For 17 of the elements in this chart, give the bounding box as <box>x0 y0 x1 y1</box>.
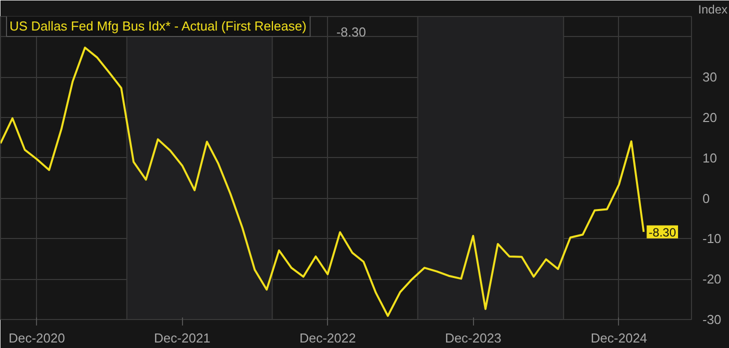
y-tick-label: 0 <box>702 190 710 206</box>
x-tick-label: Dec-2022 <box>299 330 356 346</box>
text: US Dallas Fed Mfg Bus Idx* - Actual (First Release) <box>10 18 306 34</box>
y-tick-label: -10 <box>702 231 722 246</box>
y-tick-label: 20 <box>702 110 717 125</box>
line-series <box>0 46 645 317</box>
y-tick-label: -30 <box>702 312 722 327</box>
annotation: -8.30 <box>336 24 366 40</box>
x-tick-label: Dec-2023 <box>444 330 502 346</box>
y-tick-label: 10 <box>702 150 717 166</box>
y-axis-title: Index <box>698 2 728 16</box>
y-tick-label: -20 <box>702 272 722 287</box>
x-tick-label: Dec-2021 <box>154 330 210 346</box>
x-tick-label: Dec-2024 <box>590 330 648 346</box>
x-tick-label: Dec-2020 <box>8 330 65 346</box>
y-tick-label: 30 <box>702 70 717 85</box>
data-label: -8.30 <box>648 225 676 240</box>
